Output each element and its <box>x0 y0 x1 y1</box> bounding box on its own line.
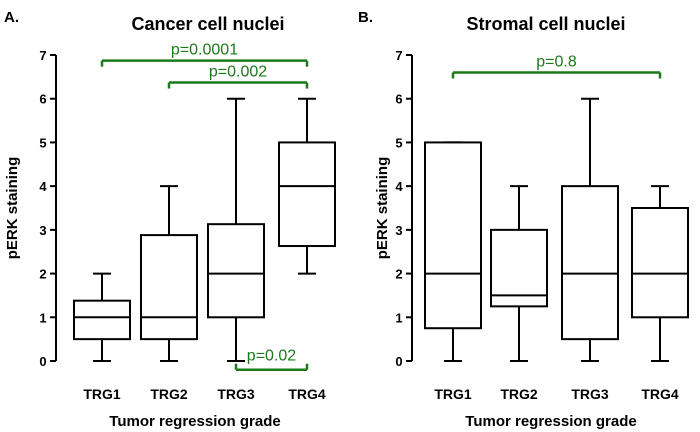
y-tick-label: 7 <box>39 48 46 63</box>
y-axis-label: pERK staining <box>4 157 21 260</box>
y-tick-label: 7 <box>395 48 402 63</box>
y-tick-label: 0 <box>39 354 46 369</box>
box-trg4 <box>631 207 689 319</box>
chart-title: Cancer cell nuclei <box>131 14 284 34</box>
p-value-label: p=0.002 <box>209 64 267 81</box>
y-tick-label: 4 <box>395 179 403 194</box>
p-value-label: p=0.02 <box>247 348 296 365</box>
y-tick-label: 2 <box>395 267 402 282</box>
box-trg3 <box>207 223 265 319</box>
x-tick-label: TRG1 <box>434 386 472 402</box>
x-tick-label: TRG2 <box>150 386 188 402</box>
x-tick-label: TRG4 <box>641 386 679 402</box>
box-trg3 <box>561 185 619 341</box>
y-tick-label: 5 <box>395 135 402 150</box>
x-axis-label: Tumor regression grade <box>465 413 636 430</box>
y-tick-label: 3 <box>395 223 402 238</box>
y-tick-label: 0 <box>395 354 402 369</box>
p-value-label: p=0.8 <box>536 53 577 70</box>
p-value-label: p=0.0001 <box>171 42 238 59</box>
box-trg1 <box>73 299 131 341</box>
box-trg2 <box>140 234 198 341</box>
panel-label: B. <box>358 9 373 26</box>
y-tick-label: 1 <box>395 310 402 325</box>
y-tick-label: 3 <box>39 223 46 238</box>
y-tick-label: 6 <box>39 92 46 107</box>
y-tick-label: 5 <box>39 135 46 150</box>
x-tick-label: TRG1 <box>83 386 121 402</box>
box-trg1 <box>424 141 482 330</box>
y-tick-label: 1 <box>39 310 46 325</box>
chart-title: Stromal cell nuclei <box>466 14 625 34</box>
y-axis-label: pERK staining <box>374 157 391 260</box>
box-trg4 <box>278 141 336 248</box>
x-tick-label: TRG4 <box>288 386 326 402</box>
x-tick-label: TRG3 <box>217 386 255 402</box>
y-tick-label: 4 <box>39 179 47 194</box>
y-tick-label: 6 <box>395 92 402 107</box>
panel-label: A. <box>4 9 19 26</box>
box-trg2 <box>490 228 548 308</box>
y-tick-label: 2 <box>39 267 46 282</box>
x-tick-label: TRG3 <box>571 386 609 402</box>
x-axis-label: Tumor regression grade <box>109 413 280 430</box>
x-tick-label: TRG2 <box>500 386 538 402</box>
